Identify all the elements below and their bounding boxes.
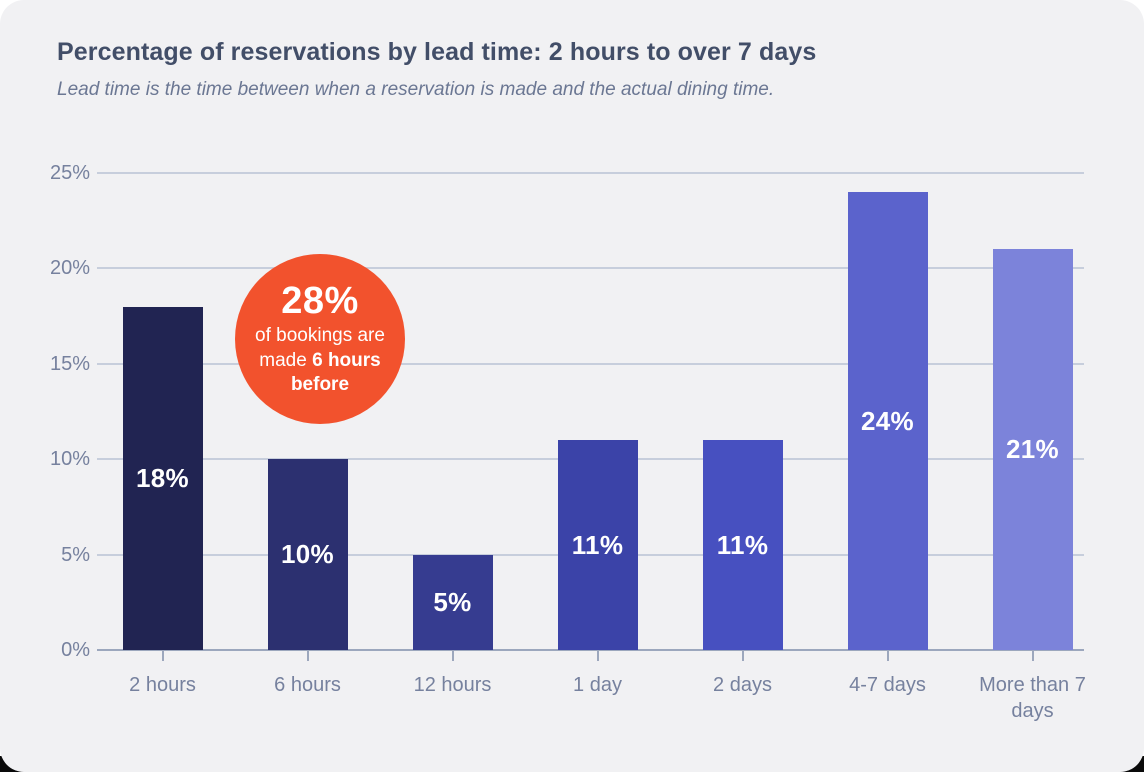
x-axis-tick — [886, 650, 889, 661]
bar-value-label: 5% — [433, 586, 472, 617]
x-axis-category-label: 4-7 days — [849, 674, 926, 696]
bar-value-label: 18% — [136, 462, 189, 493]
x-axis-category-label: 12 hours — [413, 674, 492, 696]
bar-1-day: 11% — [557, 440, 638, 650]
gridline-15% — [97, 362, 1084, 365]
bar-more-than-7-days: 21% — [992, 249, 1073, 650]
x-axis-tick — [161, 650, 164, 661]
bar-2-hours: 18% — [122, 306, 203, 650]
bar-6-hours: 10% — [267, 459, 348, 650]
bar-value-label: 10% — [281, 539, 334, 570]
x-axis-tick — [1031, 650, 1034, 661]
x-axis-line — [97, 649, 1084, 651]
x-axis-category-label: More than 7 days — [979, 674, 1086, 722]
y-axis-tick-label: 20% — [49, 257, 90, 280]
x-axis-tick — [306, 650, 309, 661]
x-axis-category-label: 2 days — [713, 674, 772, 696]
y-axis-tick-label: 25% — [49, 162, 90, 184]
y-axis-tick-label: 5% — [61, 543, 90, 566]
bar-4-7-days: 24% — [847, 192, 928, 650]
annotation-text: of bookings are made 6 hours before — [235, 322, 405, 397]
bar-12-hours: 5% — [412, 554, 493, 650]
annotation-value: 28% — [281, 279, 359, 322]
gridline-20% — [97, 267, 1084, 270]
x-axis-tick — [741, 650, 744, 661]
bar-value-label: 11% — [571, 529, 624, 560]
x-axis-category-label: 1 day — [573, 674, 622, 696]
bar-value-label: 11% — [716, 529, 769, 560]
annotation-text-bold: 6 hours before — [290, 349, 381, 396]
annotation-text-regular: of bookings are made — [255, 325, 385, 371]
chart-subtitle: Lead time is the time between when a res… — [57, 79, 775, 100]
x-axis-category-label: 2 hours — [129, 674, 196, 696]
bar-value-label: 24% — [861, 405, 914, 436]
y-axis-tick-label: 15% — [49, 352, 90, 375]
x-axis-tick — [596, 650, 599, 661]
y-axis-tick-label: 0% — [61, 639, 90, 661]
bar-2-days: 11% — [702, 440, 783, 650]
bar-value-label: 21% — [1006, 434, 1059, 465]
gridline-25% — [97, 172, 1084, 174]
y-axis-tick-label: 10% — [49, 448, 90, 471]
chart-title: Percentage of reservations by lead time:… — [57, 38, 817, 66]
annotation-bubble: 28% of bookings are made 6 hours before — [235, 254, 405, 424]
x-axis-tick — [451, 650, 454, 661]
x-axis-category-label: 6 hours — [274, 674, 341, 696]
